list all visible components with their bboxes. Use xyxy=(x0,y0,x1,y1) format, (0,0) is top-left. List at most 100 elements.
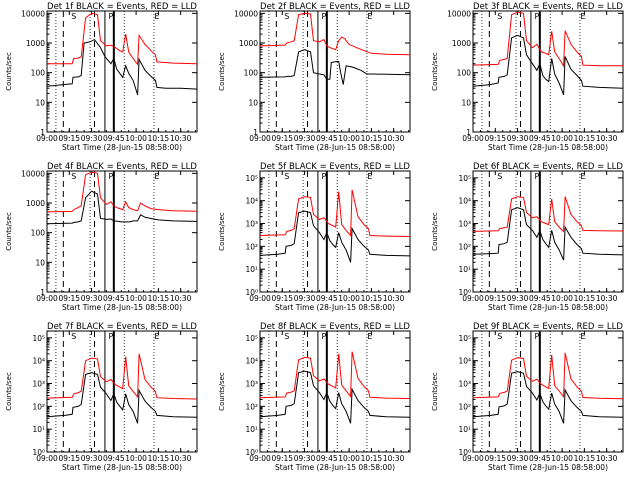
panel-title: Det 9f BLACK = Events, RED = LLD xyxy=(473,322,623,332)
panel-title: Det 8f BLACK = Events, RED = LLD xyxy=(260,322,410,332)
x-tick-label: 09:15 xyxy=(58,454,80,463)
x-tick-label: 10:00 xyxy=(551,454,573,463)
y-tick-label: 10¹ xyxy=(245,425,258,434)
panel-title: Det 1f BLACK = Events, RED = LLD xyxy=(47,2,197,12)
y-tick-label: 10¹ xyxy=(458,265,471,274)
panel-title: Det 7f BLACK = Events, RED = LLD xyxy=(47,322,197,332)
x-tick-label: 09:00 xyxy=(462,454,484,463)
event-marker-e: E xyxy=(580,172,585,181)
series-line-events xyxy=(47,38,197,95)
y-tick-label: 10³ xyxy=(458,380,471,389)
plot-frame xyxy=(259,10,411,133)
series-group xyxy=(260,351,410,424)
x-tick-label: 09:45 xyxy=(316,454,338,463)
x-tick-label: 10:15 xyxy=(148,134,170,143)
y-tick-label: 10⁵ xyxy=(245,334,258,343)
y-tick-label: 10¹ xyxy=(458,425,471,434)
x-axis-label: Start Time (28-Jun-15 08:58:00) xyxy=(488,143,608,152)
event-marker-p: P xyxy=(534,172,539,181)
x-tick-label: 09:15 xyxy=(58,134,80,143)
x-tick-label: 09:15 xyxy=(484,134,506,143)
y-tick-label: 10000 xyxy=(21,169,45,178)
y-tick-label: 10000 xyxy=(447,9,471,18)
series-line-lld xyxy=(47,353,197,400)
y-tick-label: 1000 xyxy=(239,39,258,48)
y-tick-label: 10² xyxy=(458,402,471,411)
x-tick-label: 10:00 xyxy=(125,454,147,463)
y-tick-label: 10¹ xyxy=(32,425,45,434)
x-tick-label: 10:30 xyxy=(383,454,405,463)
x-axis-label: Start Time (28-Jun-15 08:58:00) xyxy=(275,463,395,472)
series-line-lld xyxy=(473,196,623,233)
x-axis-label: Start Time (28-Jun-15 08:58:00) xyxy=(62,463,182,472)
x-tick-label: 09:30 xyxy=(294,134,316,143)
x-tick-label: 10:00 xyxy=(338,294,360,303)
x-tick-label: 09:00 xyxy=(249,294,271,303)
series-line-lld xyxy=(260,351,410,399)
panel-det-9: Det 9f BLACK = Events, RED = LLD 09:00 09:… xyxy=(431,322,624,472)
x-tick-label: 10:15 xyxy=(361,134,383,143)
x-axis-label: Start Time (28-Jun-15 08:58:00) xyxy=(275,303,395,312)
x-tick-label: 10:30 xyxy=(170,294,192,303)
event-marker-s: S xyxy=(497,332,502,341)
x-tick-label: 09:15 xyxy=(58,294,80,303)
x-tick-label: 09:15 xyxy=(271,134,293,143)
y-tick-label: 10⁰ xyxy=(32,448,45,457)
panel-det-5: Det 5f BLACK = Events, RED = LLD 09:00 09:… xyxy=(218,162,411,312)
y-tick-label: 1 xyxy=(466,128,471,137)
event-marker-p: P xyxy=(534,12,539,21)
y-tick-label: 100 xyxy=(31,69,46,78)
y-axis-label: Counts/sec xyxy=(218,52,226,91)
x-tick-label: 10:30 xyxy=(383,134,405,143)
panel-title: Det 5f BLACK = Events, RED = LLD xyxy=(260,162,410,172)
plot-frame xyxy=(46,10,198,133)
series-line-lld xyxy=(47,171,197,213)
event-marker-p: P xyxy=(108,332,113,341)
y-axis-label: Counts/sec xyxy=(431,372,439,411)
y-tick-label: 10⁰ xyxy=(458,448,471,457)
series-group xyxy=(473,352,623,424)
x-tick-label: 10:00 xyxy=(338,134,360,143)
event-marker-p: P xyxy=(108,12,113,21)
panel-title: Det 6f BLACK = Events, RED = LLD xyxy=(473,162,623,172)
x-tick-label: 09:00 xyxy=(36,294,58,303)
plot-frame xyxy=(259,170,411,293)
y-axis-label: Counts/sec xyxy=(5,212,13,251)
x-tick-label: 10:00 xyxy=(125,134,147,143)
x-tick-label: 10:30 xyxy=(596,294,618,303)
x-tick-label: 09:15 xyxy=(484,454,506,463)
y-tick-label: 100 xyxy=(457,69,472,78)
x-tick-label: 09:45 xyxy=(529,294,551,303)
series-line-events xyxy=(47,372,197,424)
y-tick-label: 10³ xyxy=(458,220,471,229)
panel-title: Det 3f BLACK = Events, RED = LLD xyxy=(473,2,623,12)
y-axis-label: Counts/sec xyxy=(431,212,439,251)
plot-frame xyxy=(46,170,198,293)
event-marker-e: E xyxy=(367,172,372,181)
y-tick-label: 10⁴ xyxy=(245,357,258,366)
x-tick-label: 10:15 xyxy=(574,294,596,303)
x-tick-label: 09:00 xyxy=(249,134,271,143)
y-tick-label: 10⁰ xyxy=(245,448,258,457)
event-marker-s: S xyxy=(497,12,502,21)
series-line-lld xyxy=(260,189,410,237)
y-tick-label: 10² xyxy=(245,402,258,411)
plot-frame xyxy=(46,330,198,453)
y-tick-label: 10⁵ xyxy=(245,174,258,183)
x-tick-label: 09:45 xyxy=(316,294,338,303)
y-tick-label: 1 xyxy=(253,128,258,137)
series-line-events xyxy=(260,370,410,424)
x-tick-label: 10:15 xyxy=(574,134,596,143)
x-tick-label: 10:30 xyxy=(596,134,618,143)
x-tick-label: 10:30 xyxy=(596,454,618,463)
x-tick-label: 09:45 xyxy=(316,134,338,143)
y-tick-label: 1 xyxy=(40,128,45,137)
x-tick-label: 09:45 xyxy=(103,134,125,143)
x-tick-label: 10:00 xyxy=(125,294,147,303)
x-tick-label: 09:30 xyxy=(81,134,103,143)
